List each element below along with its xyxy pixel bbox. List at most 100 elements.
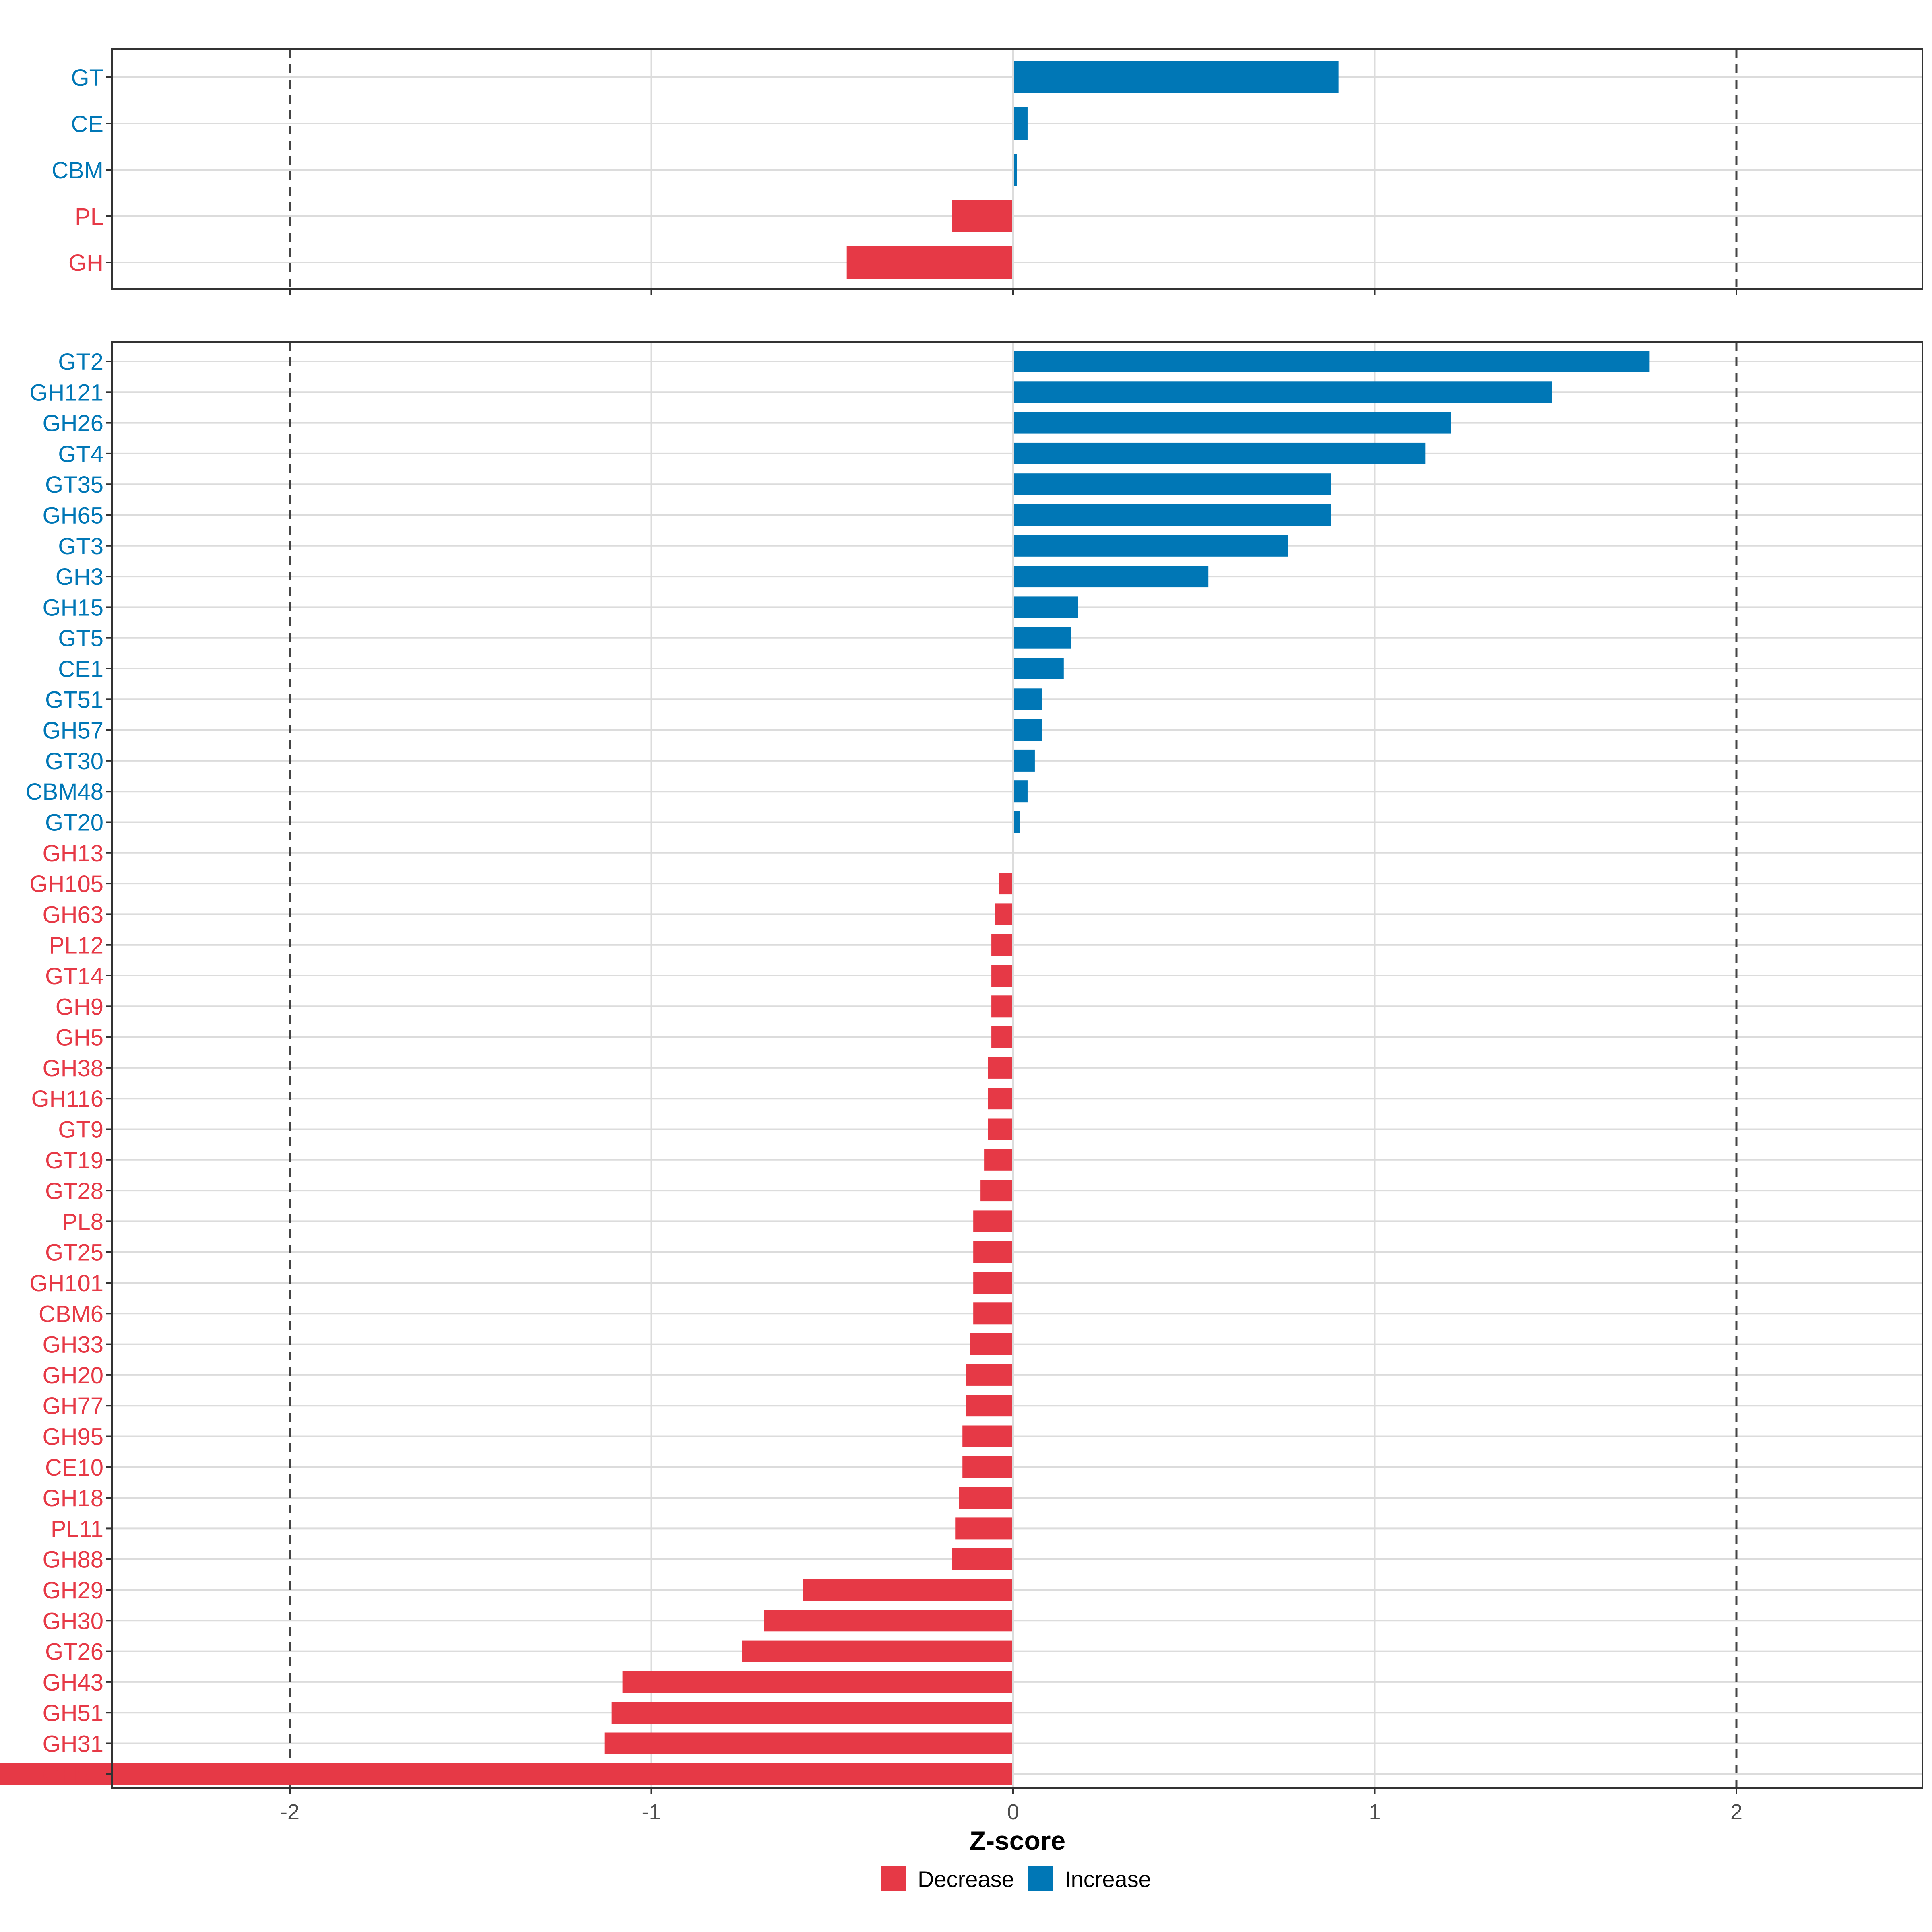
bar bbox=[966, 1364, 1013, 1386]
y-tick-label: GT51 bbox=[45, 687, 103, 713]
top-panel: GT CE CBM PL GH bbox=[52, 48, 1923, 295]
bar bbox=[973, 1302, 1013, 1325]
y-tick-label: GH30 bbox=[42, 1608, 103, 1634]
panel-border bbox=[111, 48, 1923, 290]
bar bbox=[984, 1149, 1013, 1171]
y-tick-label: PL8 bbox=[62, 1209, 103, 1235]
bar bbox=[1013, 596, 1078, 618]
y-tick-label: GT4 bbox=[58, 441, 103, 467]
y-tick-label: GT35 bbox=[45, 472, 103, 498]
y-tick-label: GT28 bbox=[45, 1178, 103, 1204]
y-tick-label: GT2 bbox=[58, 349, 103, 375]
legend-label: Increase bbox=[1065, 1866, 1151, 1892]
y-tick-label: GH57 bbox=[42, 718, 103, 744]
y-tick-label: CE1 bbox=[58, 656, 103, 682]
y-tick-label: GH15 bbox=[42, 594, 103, 621]
bar bbox=[1013, 749, 1035, 772]
legend-label: Decrease bbox=[918, 1866, 1014, 1892]
bar bbox=[970, 1333, 1013, 1355]
bar bbox=[962, 1425, 1013, 1447]
bar bbox=[611, 1702, 1013, 1724]
y-tick-label: GH101 bbox=[29, 1270, 103, 1296]
bar bbox=[622, 1671, 1013, 1693]
y-tick-label: GH77 bbox=[42, 1393, 103, 1419]
y-tick-label: PL12 bbox=[49, 933, 103, 959]
bar bbox=[973, 1272, 1013, 1294]
y-tick-label: GH3 bbox=[56, 564, 103, 590]
y-tick-label: GT bbox=[71, 65, 103, 91]
y-tick-label: GT5 bbox=[58, 625, 103, 652]
x-tick-label: -1 bbox=[642, 1800, 661, 1824]
y-tick-label: GH63 bbox=[42, 902, 103, 928]
legend: Decrease Increase bbox=[881, 1866, 1151, 1892]
bar bbox=[1013, 658, 1064, 679]
bar bbox=[988, 1088, 1013, 1110]
legend-swatch bbox=[881, 1866, 906, 1891]
y-tick-label: GH121 bbox=[29, 380, 103, 406]
bar bbox=[959, 1487, 1013, 1509]
y-tick-label: GT25 bbox=[45, 1240, 103, 1266]
y-tick-label: CE10 bbox=[45, 1455, 103, 1481]
y-tick-label: GT26 bbox=[45, 1639, 103, 1665]
bar bbox=[1013, 381, 1552, 403]
bar bbox=[999, 873, 1013, 895]
y-tick-label: GT9 bbox=[58, 1117, 103, 1143]
bar bbox=[980, 1180, 1013, 1202]
bar bbox=[995, 903, 1013, 925]
y-tick-label: GT3 bbox=[58, 533, 103, 559]
y-tick-label: GH26 bbox=[42, 411, 103, 437]
y-tick-label: GH bbox=[68, 250, 103, 276]
y-tick-label: GH33 bbox=[42, 1332, 103, 1358]
bar bbox=[973, 1241, 1013, 1263]
x-axis: -4-3-2-101234 bbox=[280, 1788, 1742, 1824]
x-tick-label: 0 bbox=[1007, 1800, 1019, 1824]
y-tick-label: CE bbox=[71, 111, 103, 137]
x-tick-label: 1 bbox=[1368, 1800, 1381, 1824]
bar bbox=[966, 1395, 1013, 1417]
bar bbox=[1013, 351, 1650, 372]
bar bbox=[1013, 780, 1028, 803]
y-tick-label: GH9 bbox=[56, 994, 103, 1020]
y-tick-label: CBM48 bbox=[26, 779, 103, 805]
y-tick-label: GH18 bbox=[42, 1485, 103, 1511]
y-tick-label: GH5 bbox=[56, 1025, 103, 1051]
bar bbox=[604, 1732, 1013, 1754]
y-tick-label: CBM bbox=[52, 157, 103, 184]
y-tick-label: GH65 bbox=[42, 503, 103, 529]
bar bbox=[1013, 811, 1020, 833]
y-tick-label: GT20 bbox=[45, 810, 103, 836]
bar bbox=[991, 1026, 1013, 1048]
bar bbox=[803, 1579, 1013, 1601]
bar bbox=[1013, 627, 1071, 649]
bar bbox=[988, 1057, 1013, 1079]
y-tick-label: GT30 bbox=[45, 748, 103, 774]
y-tick-label: GH29 bbox=[42, 1577, 103, 1604]
bar bbox=[1013, 412, 1451, 434]
y-tick-label: GH116 bbox=[31, 1086, 103, 1112]
bar bbox=[1013, 504, 1331, 526]
y-tick-label: GH105 bbox=[29, 871, 103, 897]
legend-swatch bbox=[1028, 1866, 1053, 1891]
bar bbox=[973, 1210, 1013, 1232]
bottom-panel: GT2 GH121 GH26 GT4 GT35 GH65 GT3 GH3 GH15 GT5 CE1 G… bbox=[0, 341, 1923, 1789]
y-tick-label: GT14 bbox=[45, 963, 103, 989]
y-tick-label: PL bbox=[75, 204, 103, 230]
bar bbox=[1013, 107, 1028, 140]
bar bbox=[955, 1517, 1013, 1540]
bar bbox=[1013, 535, 1288, 557]
bar bbox=[1013, 719, 1042, 741]
y-tick-label: GH20 bbox=[42, 1362, 103, 1389]
bar bbox=[1013, 442, 1426, 464]
bar bbox=[988, 1118, 1013, 1140]
y-tick-label: GH51 bbox=[42, 1700, 103, 1726]
y-tick-label: PL11 bbox=[51, 1516, 103, 1542]
x-tick-label: 2 bbox=[1730, 1800, 1742, 1824]
y-tick-label: GH95 bbox=[42, 1424, 103, 1450]
bar bbox=[991, 965, 1013, 987]
bar bbox=[1013, 688, 1042, 710]
y-tick-label: GH31 bbox=[42, 1731, 103, 1757]
bar bbox=[991, 995, 1013, 1018]
bar bbox=[1013, 473, 1331, 495]
y-tick-label: CBM6 bbox=[39, 1301, 103, 1327]
